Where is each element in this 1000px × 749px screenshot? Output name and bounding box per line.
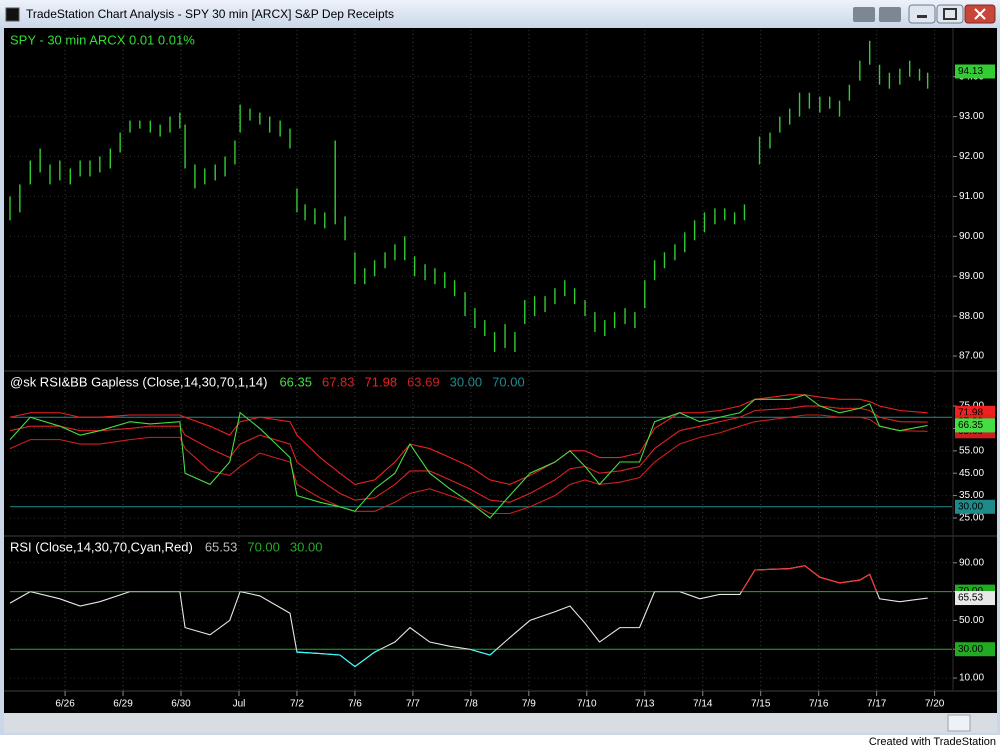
last-value-label-box	[955, 591, 995, 606]
symbol-button[interactable]	[853, 7, 875, 22]
scroll-thumb[interactable]	[947, 714, 971, 732]
scrollbar[interactable]	[4, 713, 997, 733]
indicator-line	[9, 394, 928, 519]
x-tick-label: 7/20	[925, 699, 945, 710]
y-tick-label: 88.00	[959, 311, 984, 322]
header-value: 70.00	[492, 374, 525, 389]
x-tick-label: 7/7	[406, 699, 420, 710]
x-tick-label: 7/8	[464, 699, 478, 710]
minimize-glyph	[917, 15, 927, 18]
header-value: 63.69	[407, 374, 440, 389]
x-tick-label: 7/2	[290, 699, 304, 710]
last-value-label: 71.98	[958, 407, 983, 418]
y-tick-label: 55.00	[959, 445, 984, 456]
x-tick-label: 6/26	[55, 699, 75, 710]
x-tick-label: 7/9	[522, 699, 536, 710]
x-tick-label: 7/6	[348, 699, 362, 710]
x-tick-label: 7/15	[751, 699, 771, 710]
y-tick-label: 92.00	[959, 151, 984, 162]
x-tick-label: 6/29	[113, 699, 133, 710]
window-title: TradeStation Chart Analysis - SPY 30 min…	[26, 7, 394, 21]
x-tick-label: 6/30	[171, 699, 191, 710]
header-value: 30.00	[290, 539, 323, 554]
app-icon	[5, 7, 20, 22]
x-tick-label: 7/10	[577, 699, 597, 710]
panel-title: @sk RSI&BB Gapless (Close,14,30,70,1,14)	[10, 374, 267, 389]
header-value: 67.83	[322, 374, 355, 389]
link-button[interactable]	[879, 7, 901, 22]
footer-bar	[0, 735, 1000, 749]
x-tick-label: Jul	[233, 699, 246, 710]
title-bar	[0, 0, 1000, 28]
level-label-box	[955, 642, 995, 657]
header-value: 71.98	[365, 374, 398, 389]
y-tick-label: 90.00	[959, 557, 984, 568]
close-glyph	[974, 8, 986, 20]
level-label: 30.00	[958, 501, 983, 512]
last-value-label-box	[955, 418, 995, 433]
maximize-glyph	[943, 8, 957, 20]
y-tick-label: 87.00	[959, 351, 984, 362]
x-tick-label: 7/16	[809, 699, 829, 710]
panel-title: RSI (Close,14,30,70,Cyan,Red)	[10, 539, 193, 554]
y-tick-label: 10.00	[959, 673, 984, 684]
x-tick-label: 7/13	[635, 699, 655, 710]
y-tick-label: 25.00	[959, 513, 984, 524]
y-tick-label: 50.00	[959, 615, 984, 626]
indicator-line	[9, 414, 928, 515]
last-price-label: 94.13	[958, 66, 983, 77]
y-tick-label: 93.00	[959, 111, 984, 122]
indicator-line	[9, 405, 928, 503]
oversold-line	[295, 649, 498, 668]
header-value: 70.00	[247, 539, 280, 554]
overbought-line	[29, 565, 878, 592]
minimize-button[interactable]	[908, 4, 936, 24]
header-value: 66.35	[279, 374, 312, 389]
y-tick-label: 91.00	[959, 191, 984, 202]
y-tick-label: 45.00	[959, 468, 984, 479]
y-tick-label: 35.00	[959, 490, 984, 501]
y-tick-label: 90.00	[959, 231, 984, 242]
last-value-label: 66.35	[958, 420, 983, 431]
panel-title: SPY - 30 min ARCX 0.01 0.01%	[10, 32, 195, 47]
header-value: 30.00	[450, 374, 483, 389]
header-value: 65.53	[205, 539, 238, 554]
last-value-label: 65.53	[958, 593, 983, 604]
x-tick-label: 7/17	[867, 699, 887, 710]
indicator-line	[9, 394, 928, 485]
y-tick-label: 89.00	[959, 271, 984, 282]
level-label-box	[955, 499, 995, 514]
footer-text: Created with TradeStation	[869, 736, 996, 748]
maximize-button[interactable]	[936, 4, 964, 24]
x-tick-label: 7/14	[693, 699, 713, 710]
last-price-label-box	[955, 64, 995, 79]
level-label: 30.00	[958, 644, 983, 655]
